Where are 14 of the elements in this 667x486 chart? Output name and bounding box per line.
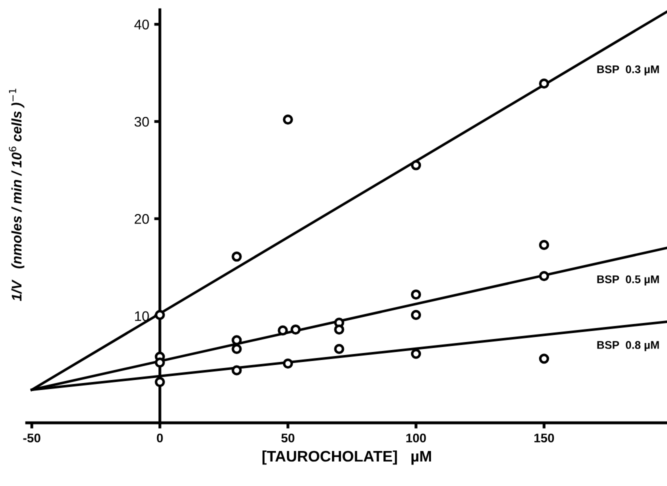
x-tick-label: -50 — [23, 434, 40, 442]
x-tick-label: 50 — [281, 434, 294, 442]
x-tick-label: 100 — [406, 434, 426, 442]
series-label: BSP 0.8 µM — [597, 341, 659, 352]
series-label: BSP 0.3 µM — [597, 65, 659, 76]
y-tick-label: 10 — [135, 311, 149, 322]
x-tick-label: 150 — [534, 434, 554, 442]
x-axis-title: [TAUROCHOLATE] µM — [262, 450, 431, 465]
series-label: BSP 0.5 µM — [597, 275, 659, 286]
y-tick-label: 20 — [134, 214, 149, 224]
y-tick-label: 30 — [134, 116, 149, 127]
y-axis-title: 1/V (nmoles / min / 10$^{6}$ cells )$^{−1}$ — [8, 88, 24, 302]
x-tick-label: 0 — [156, 434, 163, 442]
y-tick-label: 40 — [134, 20, 149, 30]
